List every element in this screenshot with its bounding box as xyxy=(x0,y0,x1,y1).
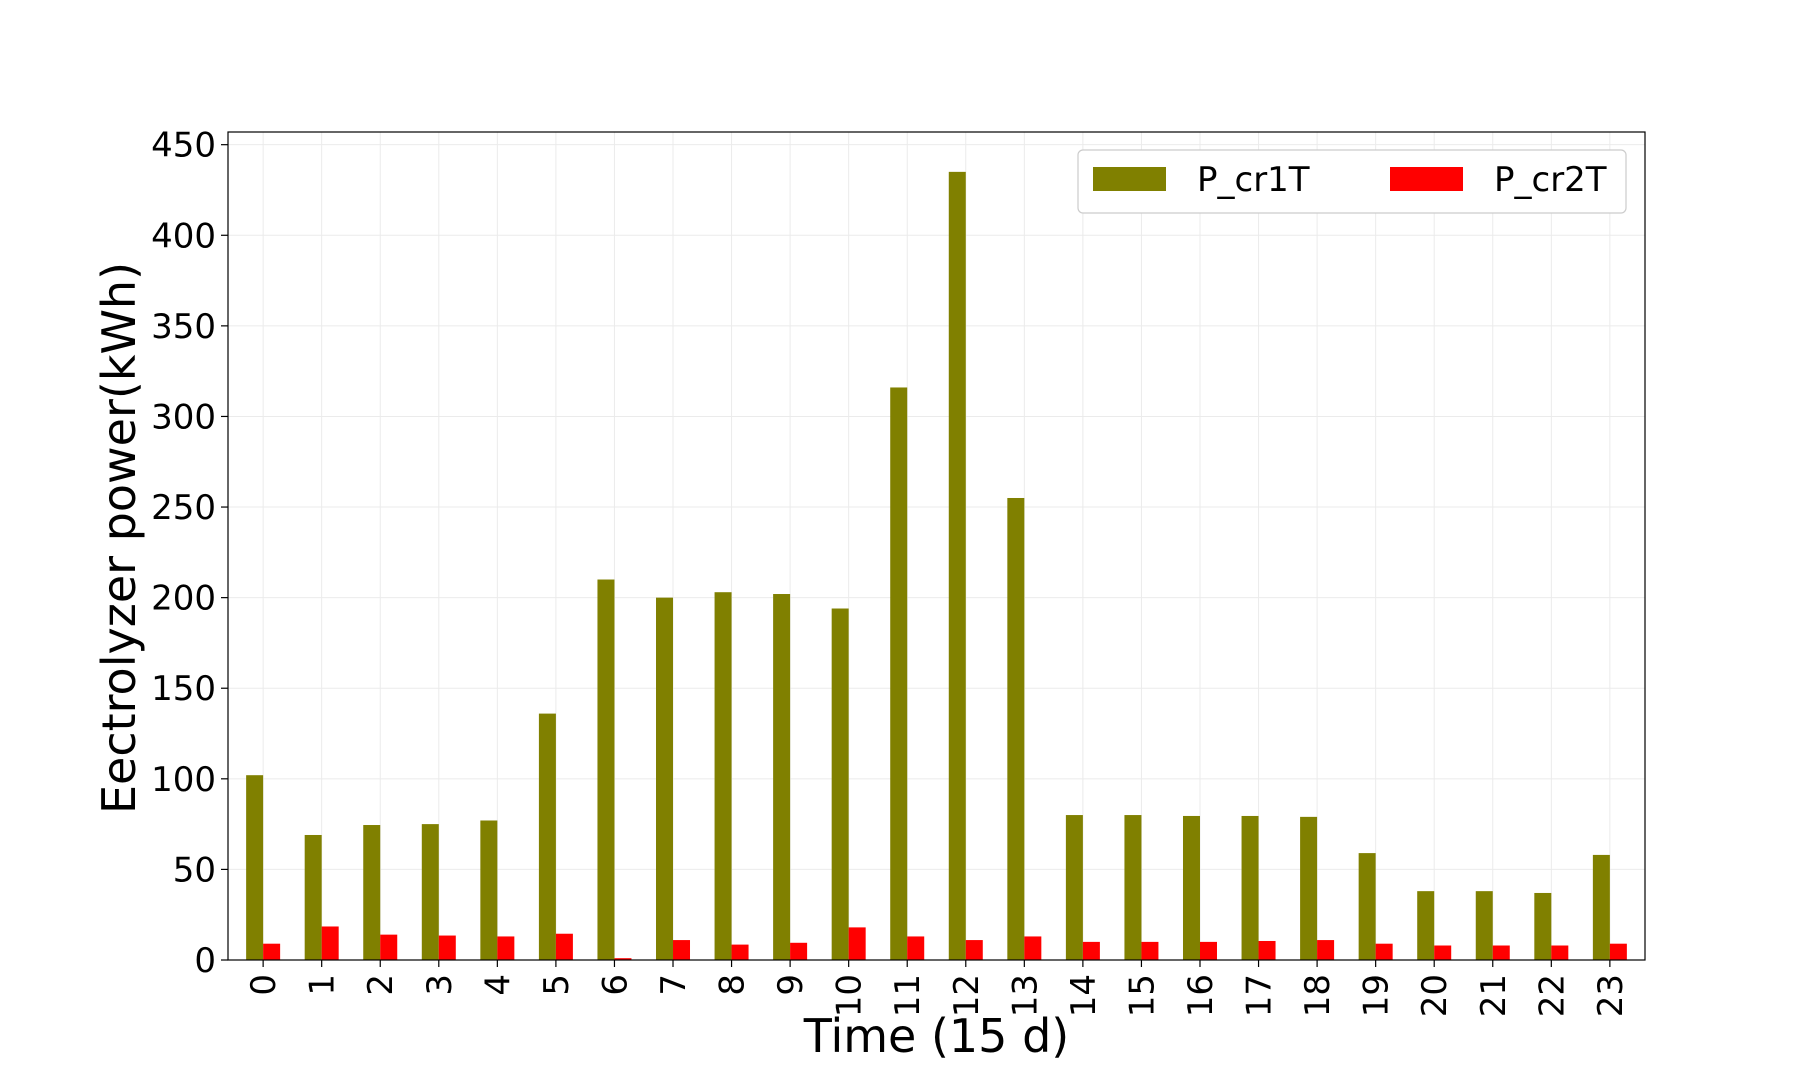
y-axis-title: Eectrolyzer power(kWh) xyxy=(92,262,146,814)
x-tick-label: 8 xyxy=(713,974,753,996)
bar-P_cr2T-3 xyxy=(438,935,456,960)
bar-P_cr2T-1 xyxy=(321,926,339,960)
x-tick-label: 9 xyxy=(771,974,811,996)
bar-P_cr1T-5 xyxy=(538,713,556,960)
x-tick-label: 12 xyxy=(947,974,987,1017)
bar-P_cr1T-16 xyxy=(1182,815,1200,960)
legend-swatch-P_cr1T xyxy=(1093,167,1166,191)
bar-P_cr2T-5 xyxy=(555,933,573,960)
y-tick-label: 100 xyxy=(151,760,216,800)
y-tick-label: 250 xyxy=(151,488,216,528)
bar-P_cr2T-12 xyxy=(965,940,983,960)
bar-P_cr1T-0 xyxy=(246,775,264,960)
y-tick-label: 300 xyxy=(151,397,216,437)
bar-P_cr1T-15 xyxy=(1124,815,1142,960)
bar-P_cr1T-7 xyxy=(656,597,674,960)
bar-P_cr2T-20 xyxy=(1434,945,1452,960)
bar-P_cr2T-11 xyxy=(907,936,925,960)
x-tick-label: 6 xyxy=(595,974,635,996)
x-tick-label: 16 xyxy=(1181,974,1221,1017)
legend-label-P_cr1T: P_cr1T xyxy=(1197,160,1310,200)
bar-P_cr2T-2 xyxy=(380,934,398,960)
x-tick-label: 1 xyxy=(303,974,343,996)
y-axis: 0 50 100 150 200 250 300 350 400 450 xyxy=(151,126,228,981)
bar-P_cr1T-3 xyxy=(421,824,439,960)
y-tick-label: 200 xyxy=(151,579,216,619)
x-tick-label: 17 xyxy=(1240,974,1280,1017)
bar-P_cr1T-22 xyxy=(1534,892,1552,960)
bar-P_cr1T-9 xyxy=(773,594,791,960)
bar-P_cr1T-19 xyxy=(1358,853,1376,960)
bar-P_cr2T-7 xyxy=(673,940,691,960)
x-tick-label: 21 xyxy=(1474,974,1514,1017)
x-tick-label: 22 xyxy=(1532,974,1572,1017)
y-tick-label: 400 xyxy=(151,216,216,256)
bar-P_cr1T-8 xyxy=(714,592,732,960)
y-tick-label: 50 xyxy=(173,850,216,890)
x-tick-label: 23 xyxy=(1591,974,1631,1017)
bar-P_cr1T-4 xyxy=(480,820,498,960)
bar-P_cr1T-21 xyxy=(1475,891,1493,960)
bar-P_cr2T-13 xyxy=(1024,936,1042,960)
y-tick-label: 150 xyxy=(151,669,216,709)
x-tick-label: 14 xyxy=(1064,974,1104,1017)
y-tick-label: 450 xyxy=(151,126,216,166)
bar-P_cr2T-17 xyxy=(1258,940,1276,960)
bar-P_cr1T-13 xyxy=(1007,497,1025,960)
bar-P_cr1T-12 xyxy=(948,171,966,960)
x-tick-label: 15 xyxy=(1122,974,1162,1017)
bar-P_cr2T-6 xyxy=(614,958,632,960)
y-tick-label: 0 xyxy=(194,941,216,981)
bar-P_cr2T-15 xyxy=(1141,941,1159,960)
x-tick-label: 11 xyxy=(888,974,928,1017)
x-tick-label: 13 xyxy=(1005,974,1045,1017)
bar-P_cr1T-20 xyxy=(1417,891,1435,960)
bar-P_cr1T-23 xyxy=(1592,854,1610,960)
bar-P_cr2T-9 xyxy=(790,942,808,960)
bar-P_cr2T-10 xyxy=(848,927,866,960)
x-axis-title: Time (15 d) xyxy=(803,1009,1069,1063)
legend-frame xyxy=(1077,149,1627,214)
x-tick-label: 3 xyxy=(420,974,460,996)
x-tick-label: 0 xyxy=(244,974,284,996)
x-tick-label: 5 xyxy=(537,974,577,996)
x-tick-label: 4 xyxy=(478,974,518,996)
bar-P_cr1T-10 xyxy=(831,608,849,960)
bar-P_cr2T-8 xyxy=(731,944,749,960)
bar-P_cr1T-1 xyxy=(304,834,322,960)
y-tick-label: 350 xyxy=(151,307,216,347)
x-tick-label: 20 xyxy=(1415,974,1455,1017)
x-axis: 0 1 2 3 4 5 6 7 8 9 10 11 12 13 14 15 16 17 18 19 20 21 22 23 xyxy=(244,960,1631,1017)
x-tick-label: 18 xyxy=(1298,974,1338,1017)
bar-P_cr2T-22 xyxy=(1551,945,1569,960)
x-tick-label: 10 xyxy=(830,974,870,1017)
bar-P_cr1T-6 xyxy=(597,579,615,960)
bars xyxy=(246,171,1627,961)
bar-P_cr1T-2 xyxy=(363,825,381,960)
bar-P_cr2T-19 xyxy=(1375,943,1393,960)
bar-P_cr2T-0 xyxy=(263,943,281,960)
bar-P_cr2T-14 xyxy=(1082,941,1100,960)
legend: P_cr1T P_cr2T xyxy=(1077,149,1627,214)
bar-P_cr1T-11 xyxy=(890,387,908,961)
bar-P_cr1T-18 xyxy=(1300,816,1318,960)
bar-P_cr2T-21 xyxy=(1492,945,1510,960)
bar-P_cr2T-16 xyxy=(1199,941,1217,960)
bar-P_cr2T-18 xyxy=(1317,940,1335,960)
legend-swatch-P_cr2T xyxy=(1390,167,1463,191)
x-tick-label: 2 xyxy=(361,974,401,996)
bar-P_cr2T-4 xyxy=(497,936,515,960)
plot-frame xyxy=(227,131,1646,961)
bar-P_cr2T-23 xyxy=(1609,943,1627,960)
bar-P_cr1T-17 xyxy=(1241,815,1259,960)
bar-P_cr1T-14 xyxy=(1065,815,1083,960)
x-tick-label: 19 xyxy=(1357,974,1397,1017)
grid-lines xyxy=(228,132,1645,961)
legend-label-P_cr2T: P_cr2T xyxy=(1494,160,1607,200)
x-tick-label: 7 xyxy=(654,974,694,996)
